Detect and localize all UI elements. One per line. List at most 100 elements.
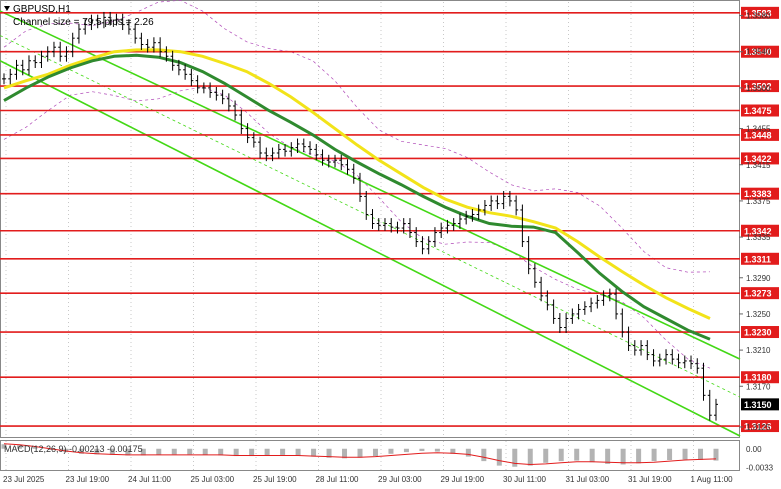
level-value: 1.3422: [744, 154, 772, 164]
macd-histogram-bar: [481, 448, 487, 462]
macd-histogram-bar: [16, 445, 22, 449]
y-tick-label: 1.3170: [746, 382, 771, 391]
level-badge: [741, 187, 779, 200]
macd-histogram-bar: [357, 448, 363, 458]
channel-upper-line: [0, 10, 741, 360]
level-badge: [741, 287, 779, 300]
y-tick-label: 1.3335: [746, 233, 771, 242]
macd-histogram-bar: [140, 448, 146, 456]
y-tick-label: 1.3415: [746, 161, 771, 170]
macd-histogram-bar: [388, 448, 394, 454]
level-badge: [741, 224, 779, 237]
macd-indicator: 0.00 -0.0033: [1, 443, 774, 472]
macd-histogram-bar: [636, 448, 642, 464]
regression-channel: [0, 10, 741, 437]
macd-histogram-bar: [403, 448, 409, 453]
x-tick-label: 23 Jul 2025: [3, 475, 45, 484]
level-value: 1.3583: [744, 8, 772, 18]
x-tick-label: 28 Jul 11:00: [316, 475, 360, 484]
level-value: 1.3475: [744, 106, 772, 116]
macd-signal-line: [3, 443, 717, 466]
level-badge: [741, 326, 779, 339]
macd-histogram-bar: [218, 448, 224, 456]
current-price-value: 1.3150: [744, 400, 772, 410]
macd-tick-label: -0.0033: [746, 463, 774, 472]
y-tick-label: 1.3455: [746, 125, 771, 134]
macd-histogram-bar: [32, 447, 38, 449]
level-badge: [741, 128, 779, 141]
macd-histogram-bar: [620, 448, 626, 465]
level-value: 1.3126: [744, 422, 772, 432]
macd-panel-frame: [0, 440, 740, 471]
envelope-upper: [3, 0, 711, 273]
level-badge: [741, 152, 779, 165]
x-tick-label: 30 Jul 11:00: [503, 475, 547, 484]
macd-histogram-bar: [125, 448, 131, 456]
moving-averages: [3, 48, 711, 341]
current-price-badge: [741, 398, 779, 411]
macd-histogram-bar: [465, 448, 471, 457]
price-series: [2, 11, 718, 421]
macd-histogram-bar: [543, 448, 549, 463]
price-axis: 1.35801.35401.35001.34551.34151.33751.33…: [739, 12, 779, 432]
macd-histogram-bar: [249, 448, 255, 457]
x-tick-label: 31 Jul 19:00: [628, 475, 672, 484]
level-value: 1.3230: [744, 328, 772, 338]
level-badge: [741, 80, 779, 93]
level-badge: [741, 6, 779, 19]
macd-histogram-bar: [589, 448, 595, 463]
y-tick-label: 1.3210: [746, 346, 771, 355]
level-value: 1.3383: [744, 189, 772, 199]
macd-histogram-bar: [434, 448, 440, 452]
y-tick-label: 1.3290: [746, 274, 771, 283]
macd-histogram-bar: [527, 448, 533, 466]
envelope-lines: [3, 0, 711, 369]
x-tick-label: 31 Jul 03:00: [566, 475, 610, 484]
macd-histogram-bar: [187, 448, 193, 455]
level-value: 1.3342: [744, 226, 772, 236]
macd-histogram-bar: [326, 448, 332, 458]
x-tick-label: 29 Jul 03:00: [378, 475, 422, 484]
macd-histogram-bar: [574, 448, 580, 461]
chart-title: GBPUSD,H1: [13, 4, 71, 15]
macd-label: MACD(12,26,9) -0.00213 -0.00175: [4, 444, 143, 454]
y-tick-label: 1.3540: [746, 48, 771, 57]
macd-histogram-bar: [94, 448, 100, 455]
level-badge: [741, 45, 779, 58]
x-tick-label: 29 Jul 19:00: [441, 475, 485, 484]
macd-histogram-bar: [667, 448, 673, 460]
macd-histogram-bar: [171, 448, 177, 455]
x-tick-label: 1 Aug 11:00: [691, 475, 734, 484]
macd-histogram-bar: [698, 448, 704, 460]
ma-slow-line: [3, 48, 711, 320]
macd-histogram-bar: [233, 448, 239, 457]
level-value: 1.3180: [744, 373, 772, 383]
macd-histogram-bar: [682, 448, 688, 460]
macd-histogram-bar: [419, 448, 425, 451]
channel-middle-line: [0, 35, 741, 398]
macd-histogram-bar: [450, 448, 456, 454]
macd-histogram-bar: [558, 448, 564, 462]
level-value: 1.3273: [744, 289, 772, 299]
price-panel-frame: [0, 0, 740, 438]
x-tick-label: 23 Jul 19:00: [66, 475, 110, 484]
x-tick-label: 25 Jul 19:00: [253, 475, 297, 484]
macd-histogram-bar: [342, 448, 348, 459]
macd-histogram-bar: [156, 448, 162, 455]
y-tick-label: 1.3500: [746, 84, 771, 93]
x-tick-label: 24 Jul 11:00: [128, 475, 172, 484]
collapse-triangle-icon[interactable]: [4, 6, 10, 11]
macd-histogram-bar: [713, 448, 719, 461]
level-badge: [741, 420, 779, 433]
macd-histogram-bar: [280, 448, 286, 455]
time-axis: 23 Jul 2025 23 Jul 19:00 24 Jul 11:00 25 Ju…: [3, 475, 733, 484]
macd-histogram-bar: [109, 448, 115, 455]
macd-histogram-bar: [202, 448, 208, 455]
level-value: 1.3311: [744, 254, 771, 264]
y-tick-label: 1.3375: [746, 197, 771, 206]
ma-fast-line: [3, 53, 711, 341]
level-value: 1.3502: [744, 82, 772, 92]
support-resistance-levels: 1.3583 1.3540 1.3502 1.3475 1.3448 1.3422 1.33…: [0, 6, 779, 433]
macd-histogram-bar: [311, 448, 317, 457]
